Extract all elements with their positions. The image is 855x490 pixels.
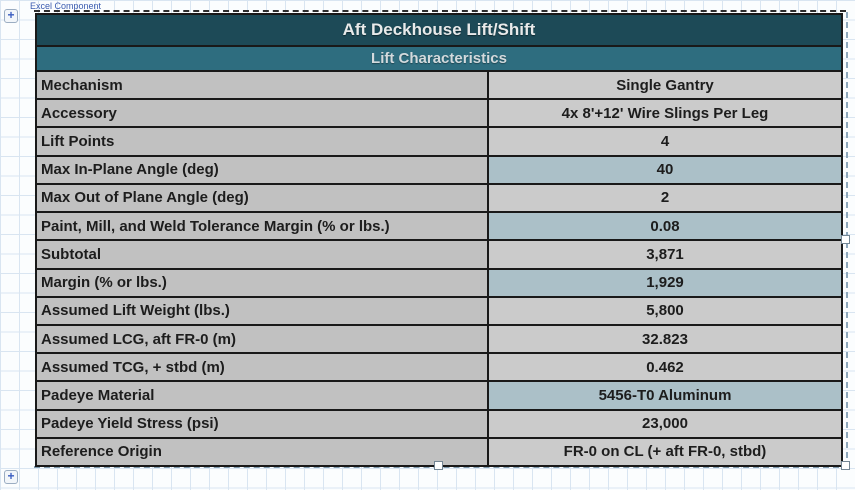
row-label: Padeye Yield Stress (psi) [37, 410, 489, 437]
expand-plus-icon[interactable]: + [4, 470, 18, 484]
row-value[interactable]: Single Gantry [489, 72, 841, 99]
table-row: Assumed TCG, + stbd (m) 0.462 [37, 354, 841, 383]
row-value-input-cell[interactable]: 5456-T0 Aluminum [489, 382, 841, 409]
row-label: Paint, Mill, and Weld Tolerance Margin (… [37, 213, 489, 240]
table-title: Aft Deckhouse Lift/Shift [37, 15, 841, 47]
row-value[interactable]: 0.462 [489, 354, 841, 381]
row-label: Mechanism [37, 72, 489, 99]
row-value[interactable]: 5,800 [489, 297, 841, 324]
excel-embedded-table[interactable]: Aft Deckhouse Lift/Shift Lift Characteri… [35, 13, 843, 467]
row-label: Max In-Plane Angle (deg) [37, 156, 489, 183]
table-row: Max Out of Plane Angle (deg) 2 [37, 184, 841, 214]
resize-handle-right[interactable] [841, 235, 850, 244]
row-value[interactable]: 4 [489, 128, 841, 155]
row-label: Accessory [37, 100, 489, 127]
table-row: Padeye Material 5456-T0 Aluminum [37, 382, 841, 411]
row-label: Margin (% or lbs.) [37, 269, 489, 296]
row-label: Padeye Material [37, 382, 489, 409]
row-value-input-cell[interactable]: 0.08 [489, 213, 841, 240]
row-value[interactable]: 23,000 [489, 410, 841, 437]
row-value[interactable]: FR-0 on CL (+ aft FR-0, stbd) [489, 438, 841, 466]
table-row: Margin (% or lbs.) 1,929 [37, 269, 841, 298]
table-body: Mechanism Single Gantry Accessory 4x 8'+12'… [37, 72, 841, 466]
expand-plus-icon[interactable]: + [4, 9, 18, 23]
row-value-input-cell[interactable]: 40 [489, 156, 841, 183]
table-row: Lift Points 4 [37, 128, 841, 157]
row-label: Assumed TCG, + stbd (m) [37, 354, 489, 381]
row-label: Subtotal [37, 241, 489, 268]
row-label: Reference Origin [37, 438, 489, 466]
table-row: Reference Origin FR-0 on CL (+ aft FR-0, … [37, 438, 841, 466]
table-row: Assumed Lift Weight (lbs.) 5,800 [37, 297, 841, 326]
row-value[interactable]: 4x 8'+12' Wire Slings Per Leg [489, 100, 841, 127]
excel-component-label: Excel Component [30, 1, 102, 11]
resize-handle-bottom[interactable] [434, 461, 443, 470]
row-value[interactable]: 3,871 [489, 241, 841, 268]
table-subtitle: Lift Characteristics [37, 47, 841, 72]
resize-handle-bottom-right[interactable] [841, 461, 850, 470]
row-value[interactable]: 32.823 [489, 325, 841, 353]
table-row: Subtotal 3,871 [37, 241, 841, 270]
table-row: Accessory 4x 8'+12' Wire Slings Per Leg [37, 100, 841, 129]
table-row: Mechanism Single Gantry [37, 72, 841, 101]
selection-dashed-border-top [34, 10, 846, 12]
row-value[interactable]: 2 [489, 184, 841, 212]
table-row: Padeye Yield Stress (psi) 23,000 [37, 410, 841, 439]
row-label: Assumed LCG, aft FR-0 (m) [37, 325, 489, 353]
row-label: Assumed Lift Weight (lbs.) [37, 297, 489, 324]
row-label: Max Out of Plane Angle (deg) [37, 184, 489, 212]
table-row: Paint, Mill, and Weld Tolerance Margin (… [37, 213, 841, 242]
table-row: Max In-Plane Angle (deg) 40 [37, 156, 841, 185]
table-row: Assumed LCG, aft FR-0 (m) 32.823 [37, 325, 841, 355]
row-label: Lift Points [37, 128, 489, 155]
row-value-input-cell[interactable]: 1,929 [489, 269, 841, 296]
